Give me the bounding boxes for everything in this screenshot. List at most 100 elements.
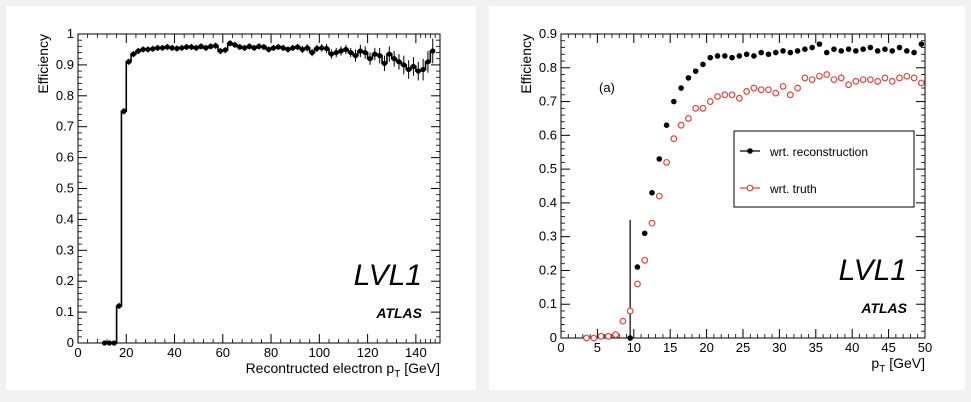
data-point bbox=[135, 48, 141, 54]
data-point bbox=[227, 40, 233, 46]
data-point bbox=[155, 45, 161, 51]
truth-data-point bbox=[684, 115, 692, 122]
legend-marker-reconstruction bbox=[747, 148, 753, 154]
data-point bbox=[212, 43, 219, 49]
truth-data-point bbox=[837, 74, 845, 82]
data-point bbox=[126, 59, 132, 65]
lvl1-label: LVL1 bbox=[354, 259, 422, 292]
reconstruction-data-point bbox=[918, 41, 925, 47]
truth-data-point bbox=[910, 74, 918, 82]
reconstruction-data-point bbox=[853, 48, 859, 54]
truth-data-point bbox=[801, 74, 809, 82]
x-tick-label: 25 bbox=[736, 340, 750, 355]
truth-data-point bbox=[655, 192, 663, 200]
data-point bbox=[367, 56, 373, 62]
truth-data-point bbox=[845, 81, 852, 89]
reconstruction-data-point bbox=[794, 48, 801, 54]
data-point bbox=[164, 44, 170, 50]
reconstruction-data-point bbox=[838, 48, 845, 54]
data-point bbox=[348, 49, 354, 56]
data-point bbox=[106, 340, 112, 346]
legend-label-truth: wrt. truth bbox=[769, 182, 817, 196]
truth-data-point bbox=[757, 86, 765, 94]
x-tick-label: 35 bbox=[809, 340, 823, 355]
y-tick-label: 0.4 bbox=[539, 195, 557, 210]
x-tick-label: 120 bbox=[357, 345, 379, 360]
reconstruction-data-point bbox=[722, 53, 728, 59]
data-point bbox=[304, 45, 310, 51]
truth-data-point bbox=[590, 334, 598, 342]
y-tick-label: 0.9 bbox=[56, 57, 74, 72]
reconstruction-data-point bbox=[904, 48, 910, 54]
reconstruction-data-point bbox=[765, 51, 772, 58]
reconstruction-data-point bbox=[641, 230, 648, 237]
data-point bbox=[280, 45, 286, 51]
x-tick-label: 80 bbox=[264, 345, 278, 360]
y-tick-label: 0.2 bbox=[56, 273, 74, 288]
data-point bbox=[357, 48, 363, 54]
reconstruction-data-point bbox=[692, 68, 699, 74]
reconstruction-data-point bbox=[867, 44, 874, 51]
data-point bbox=[203, 45, 209, 51]
truth-data-point bbox=[612, 331, 619, 339]
truth-data-point bbox=[830, 76, 838, 83]
x-tick-label: 40 bbox=[167, 345, 181, 360]
truth-data-point bbox=[626, 307, 634, 315]
data-point bbox=[169, 45, 175, 51]
truth-data-point bbox=[765, 86, 772, 94]
data-point bbox=[237, 44, 243, 50]
data-point bbox=[198, 43, 204, 49]
data-point bbox=[319, 45, 325, 51]
reconstruction-data-point bbox=[772, 49, 779, 56]
data-point bbox=[391, 56, 397, 62]
y-axis-title: Efficiency bbox=[35, 34, 51, 94]
truth-data-point bbox=[794, 84, 802, 92]
chart-panel-left: 0 0.1 0.2 0.3 0.4 0.5 0.6 0.7 0.8 0.9 1 0 20 40 60 80 10… bbox=[6, 6, 476, 390]
truth-data-point bbox=[728, 91, 736, 99]
data-point bbox=[217, 48, 223, 54]
panel-label: (a) bbox=[599, 80, 615, 95]
data-point bbox=[425, 59, 431, 65]
y-tick-label: 0.5 bbox=[539, 161, 557, 176]
y-tick-label: 0.5 bbox=[56, 181, 74, 196]
reconstruction-data-point bbox=[911, 49, 917, 56]
data-point bbox=[140, 46, 146, 53]
truth-data-point bbox=[663, 158, 670, 166]
data-point bbox=[266, 46, 272, 53]
reconstruction-data-point bbox=[634, 264, 641, 270]
truth-data-point bbox=[881, 74, 889, 82]
reconstruction-data-point bbox=[751, 53, 757, 59]
truth-data-point bbox=[597, 332, 605, 340]
data-point bbox=[406, 66, 412, 73]
reconstruction-data-point bbox=[860, 46, 866, 52]
truth-data-point bbox=[583, 334, 590, 342]
truth-data-point bbox=[852, 77, 860, 85]
y-tick-label: 0 bbox=[550, 330, 557, 345]
truth-data-point bbox=[699, 104, 707, 112]
truth-data-point bbox=[735, 94, 743, 102]
truth-data-point bbox=[888, 77, 896, 85]
data-point bbox=[328, 51, 334, 57]
x-tick-label: 15 bbox=[663, 340, 677, 355]
truth-data-point bbox=[917, 79, 925, 87]
truth-data-point bbox=[721, 91, 729, 99]
truth-data-point bbox=[641, 256, 649, 264]
reconstruction-data-point bbox=[714, 53, 721, 59]
y-tick-label: 0.9 bbox=[539, 26, 557, 41]
data-point bbox=[121, 108, 127, 114]
reconstruction-data-point bbox=[663, 122, 670, 128]
y-tick-label: 0.4 bbox=[56, 211, 74, 226]
data-point bbox=[130, 51, 137, 57]
y-axis-title: Efficiency bbox=[518, 34, 534, 94]
x-tick-label: 20 bbox=[119, 345, 133, 360]
truth-data-point bbox=[874, 77, 882, 85]
y-tick-label: 0.7 bbox=[539, 94, 557, 109]
data-point bbox=[420, 66, 426, 73]
reconstruction-data-point bbox=[780, 48, 786, 54]
truth-data-point bbox=[786, 91, 794, 99]
y-tick-label: 0.7 bbox=[56, 119, 74, 134]
reconstruction-data-point bbox=[809, 44, 815, 51]
truth-data-point bbox=[772, 89, 780, 97]
x-tick-label: 10 bbox=[627, 340, 641, 355]
plot-frame bbox=[77, 33, 441, 344]
